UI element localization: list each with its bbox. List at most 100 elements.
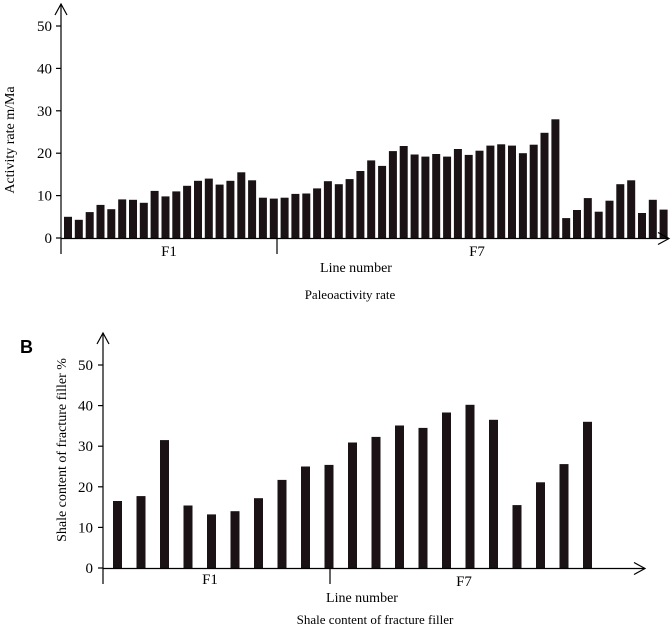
chart-a-bar: [583, 198, 592, 238]
chart-b-bar: [160, 440, 169, 568]
chart-b-bar: [371, 436, 381, 568]
chart-b-bar: [489, 419, 498, 568]
chart-b-bar: [136, 496, 146, 568]
chart-a-bar: [638, 213, 646, 238]
chart-a-bar: [96, 204, 105, 238]
chart-b-bar: [465, 404, 475, 568]
chart-a-bar: [475, 150, 484, 238]
chart-a-bar: [85, 212, 94, 238]
chart-a-bar: [410, 154, 419, 238]
chart-a-y-tick-label: 10: [37, 189, 52, 205]
chart-a-y-tick-label: 30: [37, 104, 52, 120]
chart-a-bar: [291, 193, 300, 238]
chart-b-x-axis-title: Line number: [326, 591, 398, 606]
chart-a-bar: [258, 197, 267, 238]
chart-a-bar: [594, 211, 603, 238]
chart-b-bar: [536, 482, 545, 568]
chart-b-y-tick-label: 50: [78, 358, 93, 374]
chart-a-bar: [248, 180, 257, 238]
chart-a-bar: [443, 156, 452, 238]
chart-a-bar: [627, 180, 636, 238]
chart-a-x-axis-title: Line number: [320, 261, 392, 276]
chart-a-bar: [573, 210, 581, 238]
chart-a-bar: [334, 184, 343, 238]
chart-a-bar: [605, 200, 614, 238]
chart-b-y-tick-label: 0: [86, 561, 94, 577]
chart-a-bar: [378, 165, 387, 238]
chart-a-bar: [313, 188, 322, 238]
chart-a-bar: [508, 145, 516, 238]
chart-a-y-ticks: 0 10 20 30 40 50: [37, 19, 61, 247]
chart-a-bar: [237, 172, 246, 238]
chart-b-bar: [301, 466, 310, 568]
chart-b-bar: [442, 412, 451, 568]
chart-a-bar: [204, 178, 213, 238]
chart-b-group-label-f1: F1: [202, 572, 218, 588]
chart-a-y-arrow: [54, 2, 68, 16]
chart-b-y-ticks: 0 10 20 30 40 50: [78, 358, 103, 577]
chart-a-y-tick-label: 0: [45, 231, 53, 247]
chart-b-caption: Shale content of fracture filler: [297, 612, 454, 627]
chart-a-bar: [194, 180, 202, 238]
chart-a-bar: [562, 218, 571, 238]
chart-a-bar: [432, 154, 441, 238]
chart-a-bar: [486, 145, 495, 238]
chart-b-bar: [277, 479, 287, 568]
chart-a-bar: [74, 219, 83, 238]
chart-b-bar: [395, 425, 404, 568]
chart-b-bar: [324, 464, 334, 568]
chart-a-bar: [107, 209, 116, 238]
chart-b-bar: [230, 511, 240, 568]
chart-a-bar: [302, 193, 311, 238]
chart-a-group-label-f1: F1: [161, 244, 177, 260]
chart-a-bar: [453, 149, 462, 238]
chart-a-bar: [540, 132, 549, 238]
chart-a-bar: [323, 181, 332, 238]
chart-b-x-arrow: [633, 561, 647, 576]
chart-b-bar: [113, 501, 122, 568]
chart-a-bar: [118, 199, 127, 238]
chart-b-y-arrow: [96, 331, 110, 345]
chart-b-y-tick-label: 10: [78, 520, 93, 536]
chart-b-group-label-f7: F7: [456, 574, 472, 590]
chart-a-y-tick-label: 20: [37, 146, 52, 162]
chart-b-bar: [254, 498, 263, 568]
chart-a-bar: [659, 209, 668, 238]
chart-a-bar: [551, 119, 560, 238]
chart-a-bar: [529, 144, 538, 238]
chart-a-caption: Paleoactivity rate: [305, 287, 396, 302]
chart-a-group-label-f7: F7: [469, 244, 485, 260]
chart-a-bar: [356, 171, 365, 238]
chart-b-bar: [348, 442, 357, 568]
chart-b-bar: [418, 427, 428, 568]
chart-a-x-arrow: [657, 231, 671, 246]
chart-b-y-tick-label: 20: [78, 480, 93, 496]
chart-a-bar: [139, 202, 148, 238]
chart-a-y-tick-label: 50: [37, 19, 52, 35]
chart-a-bar: [129, 199, 137, 238]
chart-a-bar: [399, 146, 408, 238]
chart-a-bar: [648, 199, 657, 238]
chart-a-bar: [497, 144, 506, 238]
chart-b: B 0 10 20 30 40 50 F1 F7 Line number Shale co…: [20, 331, 647, 627]
chart-a-bar: [616, 184, 625, 238]
chart-a-bar: [269, 198, 278, 238]
chart-a-bar: [280, 197, 289, 238]
chart-a-bar: [226, 180, 235, 238]
chart-a-bar: [161, 196, 170, 238]
chart-a-bar: [215, 184, 224, 238]
chart-b-bar: [183, 505, 193, 568]
chart-b-y-axis-title: Shale content of fracture filler %: [55, 358, 70, 542]
chart-a-bar: [464, 154, 473, 238]
chart-a-y-axis-title: Activity rate m/Ma: [3, 86, 18, 194]
chart-a: 0 10 20 30 40 50 F1 F7 Line number Activity r…: [3, 2, 671, 302]
chart-b-bar: [583, 421, 592, 568]
chart-b-y-tick-label: 30: [78, 439, 93, 455]
chart-a-y-tick-label: 40: [37, 61, 52, 77]
chart-b-bar: [559, 464, 569, 568]
chart-b-panel-letter: B: [20, 337, 33, 357]
chart-a-bar: [183, 185, 192, 238]
chart-a-bar: [150, 190, 159, 238]
chart-a-bar: [172, 191, 181, 238]
